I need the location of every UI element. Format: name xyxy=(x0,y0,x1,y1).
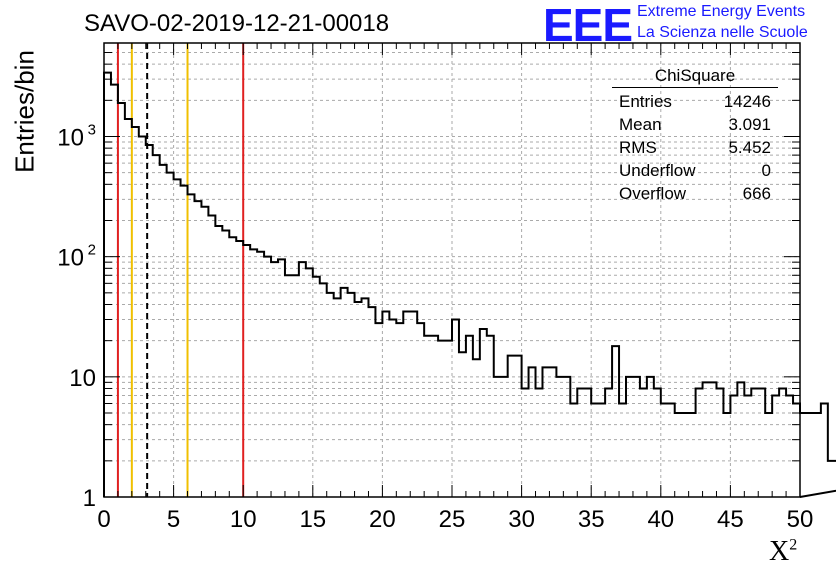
x-tick-label: 35 xyxy=(578,506,605,533)
stats-value: 0 xyxy=(761,161,771,180)
stats-label: Entries xyxy=(619,92,672,111)
x-tick-label: 30 xyxy=(508,506,535,533)
x-tick-label: 25 xyxy=(439,506,466,533)
stats-value: 3.091 xyxy=(728,115,771,134)
stats-value: 666 xyxy=(742,184,771,203)
chart-title: SAVO-02-2019-12-21-00018 xyxy=(84,10,390,37)
stats-label: Mean xyxy=(619,115,662,134)
x-tick-label: 20 xyxy=(369,506,396,533)
eee-logo: EEE xyxy=(543,0,633,51)
logo-line-1: Extreme Energy Events xyxy=(637,3,806,20)
x-axis-label: X2 xyxy=(769,536,797,568)
y-axis-label: Entries/bin xyxy=(9,50,40,173)
y-tick-label: 10 xyxy=(69,365,96,392)
x-tick-label: 15 xyxy=(299,506,326,533)
stats-box: ChiSquare Entries 14246 Mean 3.091 RMS 5.45… xyxy=(612,66,778,205)
stats-label: Underflow xyxy=(619,161,696,180)
y-tick-label: 10 xyxy=(57,125,84,152)
stats-value: 5.452 xyxy=(728,138,771,157)
y-tick-exponent: 3 xyxy=(88,122,96,139)
x-tick-label: 10 xyxy=(230,506,257,533)
histogram-series xyxy=(103,71,836,498)
x-tick-label: 0 xyxy=(97,506,110,533)
stats-row: Underflow 0 xyxy=(612,159,778,182)
x-axis-label-exp: 2 xyxy=(789,536,798,554)
stats-label: Overflow xyxy=(619,184,687,203)
y-tick-exponent: 2 xyxy=(88,242,96,259)
stats-row: RMS 5.452 xyxy=(612,136,778,159)
x-tick-label: 40 xyxy=(647,506,674,533)
stats-label: RMS xyxy=(619,138,657,157)
y-tick-label: 1 xyxy=(83,485,96,512)
stats-row: Overflow 666 xyxy=(612,182,778,205)
x-tick-label: 50 xyxy=(787,506,814,533)
logo-line-2: La Scienza nelle Scuole xyxy=(637,24,808,41)
x-tick-label: 5 xyxy=(167,506,180,533)
x-tick-label: 45 xyxy=(717,506,744,533)
stats-title: ChiSquare xyxy=(612,66,778,88)
x-axis-label-base: X xyxy=(769,536,790,567)
y-tick-label: 10 xyxy=(57,245,84,272)
stats-value: 14246 xyxy=(723,92,771,111)
stats-row: Entries 14246 xyxy=(612,90,778,113)
stats-row: Mean 3.091 xyxy=(612,113,778,136)
